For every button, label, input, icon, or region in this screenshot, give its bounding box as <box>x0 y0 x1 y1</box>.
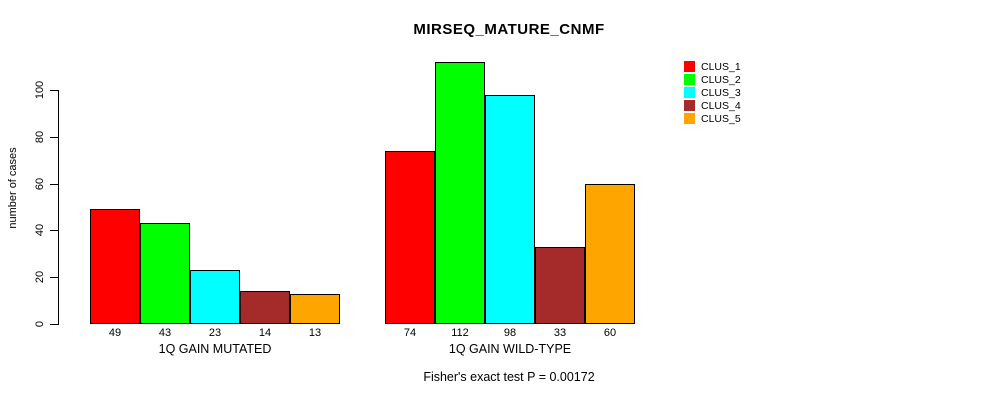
y-axis-tick-label: 80 <box>34 130 46 143</box>
bar-value-label: 74 <box>403 327 417 339</box>
legend-label: CLUS_2 <box>701 73 741 86</box>
legend-label: CLUS_3 <box>701 86 741 99</box>
y-axis-tick-label: 20 <box>34 271 46 284</box>
legend-item-clus_5: CLUS_5 <box>684 112 741 125</box>
y-axis-line <box>58 90 59 325</box>
bar-value-label: 23 <box>208 327 222 339</box>
y-axis-tick <box>50 230 58 232</box>
bar-value-label: 112 <box>451 327 469 339</box>
y-axis-tick-label: 60 <box>34 177 46 190</box>
y-axis-tick <box>50 277 58 279</box>
y-axis-tick <box>50 324 58 325</box>
bar-value-label: 98 <box>503 327 517 339</box>
legend-swatch-icon <box>684 61 695 72</box>
legend-swatch-icon <box>684 113 695 124</box>
legend-item-clus_4: CLUS_4 <box>684 99 741 112</box>
legend-swatch-icon <box>684 100 695 111</box>
y-axis-tick <box>50 183 58 185</box>
bar-clus_5-group2 <box>585 184 635 324</box>
bar-value-label: 49 <box>108 327 122 339</box>
y-axis-tick-label: 100 <box>34 80 46 100</box>
bar-clus_1-group1 <box>90 209 140 324</box>
y-axis-title: number of cases <box>7 147 19 229</box>
x-group-label: 1Q GAIN WILD-TYPE <box>448 342 572 356</box>
chart-title: MIRSEQ_MATURE_CNMF <box>413 21 605 38</box>
y-axis-tick-label: 40 <box>34 224 46 237</box>
bar-value-label: 14 <box>258 327 272 339</box>
legend-swatch-icon <box>684 87 695 98</box>
bar-clus_1-group2 <box>385 151 435 324</box>
bar-value-label: 60 <box>603 327 617 339</box>
legend-item-clus_3: CLUS_3 <box>684 86 741 99</box>
bar-value-label: 43 <box>158 327 172 339</box>
y-axis-tick <box>50 136 58 138</box>
y-axis-tick-label: 0 <box>34 320 46 328</box>
bar-clus_3-group2 <box>485 95 535 324</box>
legend-label: CLUS_4 <box>701 99 741 112</box>
legend-label: CLUS_1 <box>701 60 741 73</box>
bar-clus_3-group1 <box>190 270 240 324</box>
fisher-test-note: Fisher's exact test P = 0.00172 <box>423 370 595 384</box>
bar-clus_5-group1 <box>290 294 340 324</box>
legend: CLUS_1 CLUS_2 CLUS_3 CLUS_4 CLUS_5 <box>684 60 741 125</box>
y-axis-tick <box>50 90 58 91</box>
legend-swatch-icon <box>684 74 695 85</box>
bar-clus_4-group1 <box>240 291 290 324</box>
bar-value-label: 33 <box>553 327 567 339</box>
bar-clus_4-group2 <box>535 247 585 324</box>
legend-item-clus_2: CLUS_2 <box>684 73 741 86</box>
bar-clus_2-group1 <box>140 223 190 324</box>
bar-value-label: 13 <box>308 327 322 339</box>
legend-label: CLUS_5 <box>701 112 741 125</box>
x-group-label: 1Q GAIN MUTATED <box>158 342 272 356</box>
legend-item-clus_1: CLUS_1 <box>684 60 741 73</box>
bar-clus_2-group2 <box>435 62 485 324</box>
